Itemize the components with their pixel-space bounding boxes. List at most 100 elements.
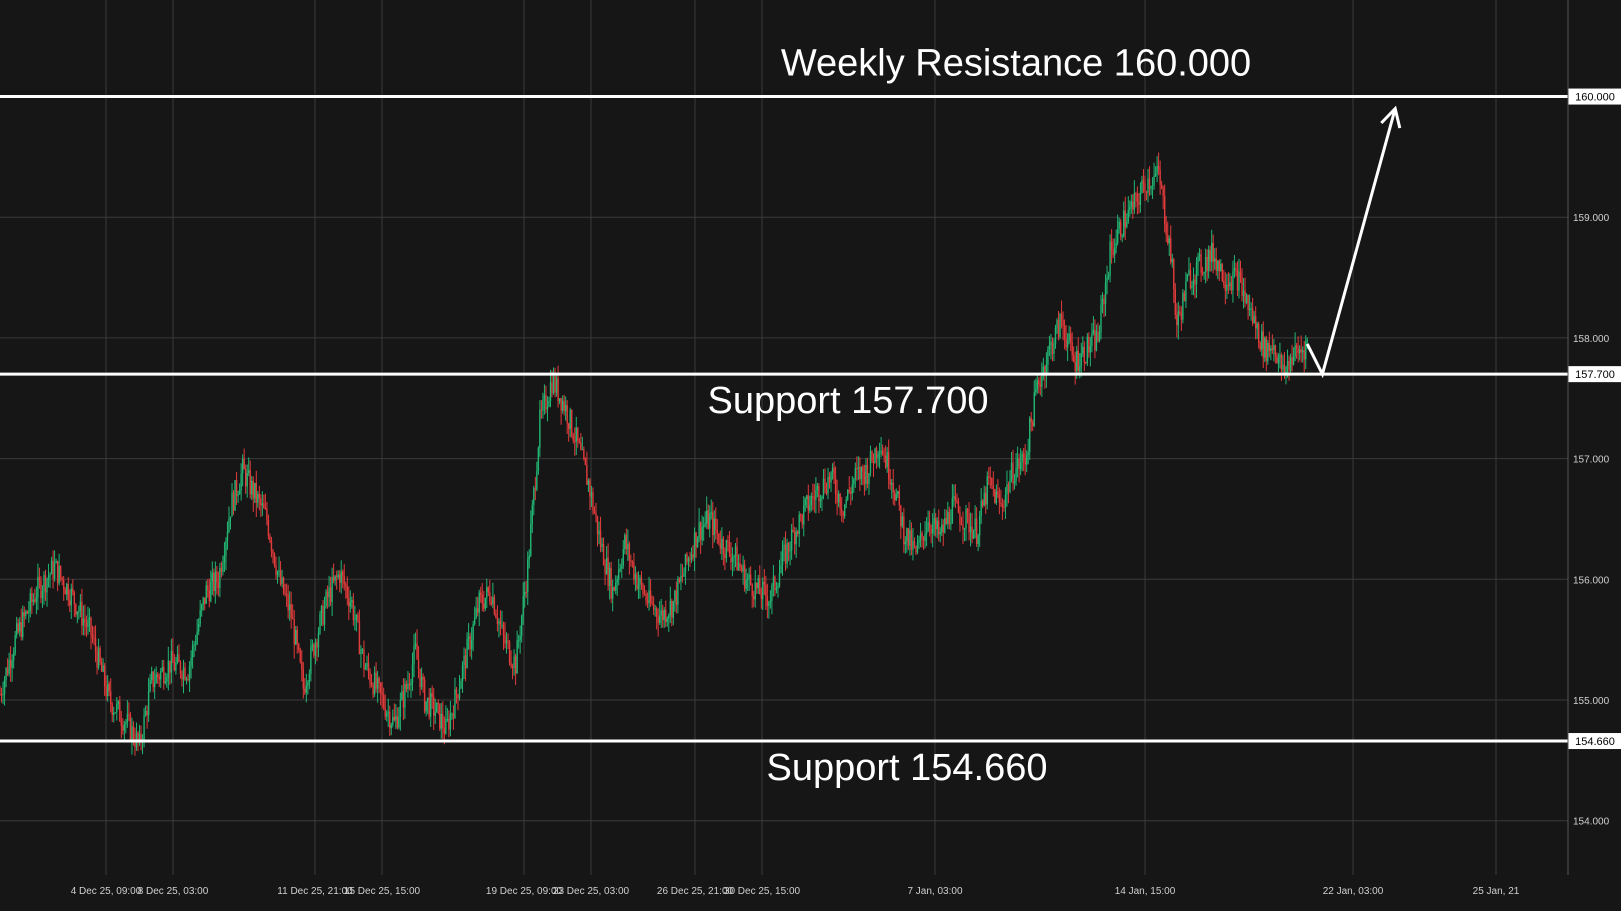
candle-body xyxy=(915,545,917,553)
candle-body xyxy=(408,683,411,686)
candle-body xyxy=(552,376,555,393)
candle-body xyxy=(745,579,747,589)
candle-body xyxy=(775,588,778,591)
candle-body xyxy=(975,518,978,545)
candle-body xyxy=(1207,249,1210,272)
candle-body xyxy=(1012,462,1014,484)
candle-body xyxy=(1258,323,1260,344)
candle-body xyxy=(989,477,991,479)
candle-body xyxy=(690,554,693,560)
candle-body xyxy=(637,584,640,589)
candle-body xyxy=(404,683,406,708)
candle-body xyxy=(204,597,206,604)
candle-body xyxy=(792,529,794,532)
candle-body xyxy=(179,661,182,675)
candle-body xyxy=(998,494,1001,503)
candle-body xyxy=(1220,263,1222,272)
candle-body xyxy=(85,622,88,627)
candle-body xyxy=(161,667,163,672)
candle-body xyxy=(558,398,561,402)
candle-body xyxy=(1129,206,1131,210)
projection-arrow xyxy=(1305,105,1402,379)
candle-body xyxy=(906,528,908,542)
candle-body xyxy=(639,577,641,585)
candle-body xyxy=(1054,327,1057,345)
candle-body xyxy=(457,694,459,699)
candle-body xyxy=(1098,332,1101,341)
candle-body xyxy=(934,517,937,530)
candle-body xyxy=(928,522,931,529)
candle-body xyxy=(1060,313,1063,320)
candle-body xyxy=(1063,326,1066,339)
candle-body xyxy=(1001,504,1004,507)
candle-body xyxy=(604,565,606,574)
candle-body xyxy=(800,514,802,516)
y-tick-label: 159.000 xyxy=(1573,213,1610,224)
candle-body xyxy=(671,600,673,618)
candle-body xyxy=(539,409,541,448)
candle-body xyxy=(615,582,617,591)
candle-body xyxy=(1010,462,1013,480)
candle-body xyxy=(197,624,200,632)
candle-body xyxy=(128,713,130,716)
candle-body xyxy=(226,531,229,541)
candle-body xyxy=(1183,292,1186,302)
candle-body xyxy=(938,520,940,535)
candle-body xyxy=(419,668,421,688)
candle-body xyxy=(357,614,359,622)
candle-body xyxy=(240,473,242,491)
candle-body xyxy=(387,711,389,714)
candle-body xyxy=(1091,333,1093,347)
candle-body xyxy=(72,588,74,592)
candle-body xyxy=(320,605,323,614)
candle-body xyxy=(196,631,198,644)
candle-body xyxy=(655,608,658,617)
candle-body xyxy=(727,540,729,543)
candle-body xyxy=(828,476,831,483)
candle-body xyxy=(1147,178,1149,193)
axes: 154.000 155.000 156.000 157.000 158.000 159.0… xyxy=(71,0,1610,897)
candle-body xyxy=(853,479,855,485)
candle-body xyxy=(924,533,926,541)
candle-body xyxy=(295,629,297,645)
level-price-tag xyxy=(1568,88,1621,105)
candle-body xyxy=(1076,350,1078,371)
candle-body xyxy=(578,440,581,443)
candle-body xyxy=(944,518,946,533)
candle-body xyxy=(317,632,320,648)
candle-body xyxy=(1210,242,1213,262)
candle-body xyxy=(122,725,124,731)
candle-body xyxy=(1097,331,1099,341)
candle-body xyxy=(373,672,376,695)
x-tick-label: 22 Jan, 03:00 xyxy=(1323,886,1384,897)
candle-body xyxy=(395,716,397,721)
candle-body xyxy=(481,594,483,604)
candle-body xyxy=(67,584,69,601)
candle-body xyxy=(1201,272,1204,274)
candle-body xyxy=(1159,169,1161,185)
candle-body xyxy=(1267,342,1269,362)
x-tick-label: 4 Dec 25, 09:00 xyxy=(71,886,142,897)
candle-body xyxy=(429,693,432,717)
candle-body xyxy=(1253,315,1255,324)
candle-body xyxy=(1248,309,1251,311)
candle-body xyxy=(1039,384,1042,387)
candle-body xyxy=(1276,355,1278,364)
candle-body xyxy=(325,591,327,606)
candle-body xyxy=(837,493,840,503)
x-tick-label: 30 Dec 25, 15:00 xyxy=(724,886,801,897)
candle-body xyxy=(709,513,711,529)
candle-body xyxy=(830,472,832,483)
candle-body xyxy=(190,657,192,666)
candle-body xyxy=(842,511,844,517)
candle-body xyxy=(200,604,203,611)
candle-body xyxy=(868,473,870,484)
candle-body xyxy=(674,590,676,602)
candle-body xyxy=(1250,308,1252,310)
candle-body xyxy=(147,691,150,716)
candle-body xyxy=(1156,165,1158,174)
candle-body xyxy=(1160,184,1163,189)
candle-body xyxy=(845,499,847,505)
candle-body xyxy=(1007,484,1010,492)
candle-body xyxy=(1209,249,1211,262)
